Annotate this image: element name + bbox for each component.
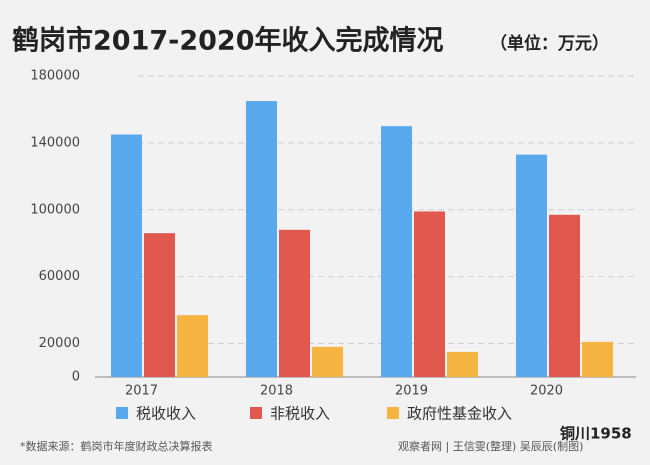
y-tick-label: 20000 xyxy=(39,336,80,351)
bar xyxy=(582,341,613,377)
bar xyxy=(144,233,175,377)
x-tick-label: 2017 xyxy=(125,384,158,399)
bar xyxy=(381,126,412,378)
y-tick-label: 180000 xyxy=(30,69,80,84)
bar xyxy=(312,346,343,377)
legend-label: 非税收入 xyxy=(270,405,330,423)
legend-label: 税收收入 xyxy=(136,405,196,423)
y-tick-label: 60000 xyxy=(39,269,80,284)
y-tick-label: 0 xyxy=(72,370,80,385)
legend-swatch xyxy=(387,407,399,419)
x-tick-label: 2020 xyxy=(530,384,563,399)
bar xyxy=(111,134,142,377)
x-tick-label: 2019 xyxy=(395,384,428,399)
legend-swatch xyxy=(250,407,262,419)
y-tick-label: 100000 xyxy=(30,202,80,217)
bar xyxy=(447,351,478,377)
x-tick-label: 2018 xyxy=(260,384,293,399)
chart-subtitle: （单位：万元） xyxy=(490,33,609,54)
bar xyxy=(516,154,547,377)
y-tick-label: 140000 xyxy=(30,135,80,150)
legend-swatch xyxy=(116,407,128,419)
bar xyxy=(246,101,277,377)
credit: 观察者网 | 王信雯(整理) 吴辰辰(制图) xyxy=(398,439,583,453)
source: *数据来源：鹤岗市年度财政总决算报表 xyxy=(20,439,213,453)
bar xyxy=(177,315,208,377)
bar xyxy=(549,214,580,377)
bar xyxy=(414,211,445,377)
bar xyxy=(279,229,310,377)
watermark: 铜川1958 xyxy=(560,425,632,443)
chart-title: 鹤岗市2017-2020年收入完成情况 xyxy=(12,25,444,57)
legend-label: 政府性基金收入 xyxy=(407,405,512,423)
